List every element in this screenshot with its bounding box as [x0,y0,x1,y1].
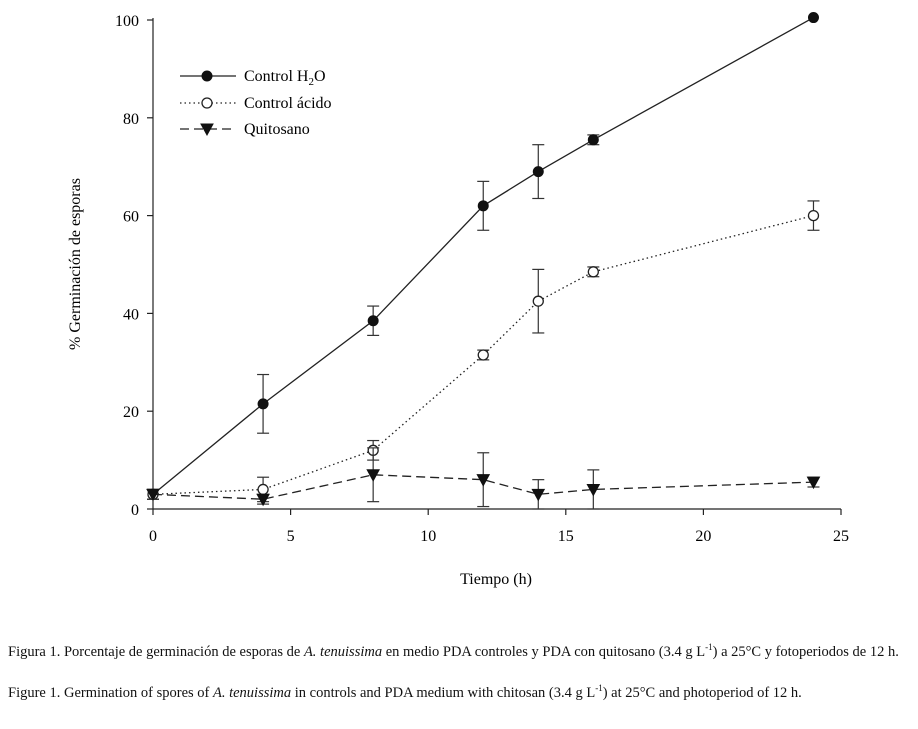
caption-spanish: Figura 1. Porcentaje de germinación de e… [8,642,913,661]
caption-english-exponent: -1 [595,683,603,694]
x-tick-label: 10 [420,528,436,545]
data-point [532,166,544,178]
y-tick-label: 0 [131,502,139,519]
data-point [586,483,601,497]
data-point [476,474,491,487]
data-point [807,209,820,222]
caption-english-label: Figure 1. [8,685,61,701]
legend-label: Quitosano [244,121,310,138]
x-axis-label: Tiempo (h) [460,571,532,588]
series-3 [146,447,821,510]
data-point [257,398,269,410]
caption-spanish-text-2: en medio PDA controles y PDA con quitosa… [382,644,706,660]
legend-label: Control H2O [244,68,326,88]
y-tick-label: 100 [115,13,139,30]
x-tick-label: 5 [287,528,295,545]
data-point [531,488,546,502]
caption-english-text-2: in controls and PDA medium with chitosan… [291,685,596,701]
x-axis-ticks: 0 5 10 15 20 25 [149,509,849,545]
y-axis-ticks: 0 20 40 60 80 100 [115,13,153,519]
y-tick-label: 60 [123,209,139,226]
data-point [256,493,270,507]
data-point [807,12,819,24]
legend-entry-1: Control H2O [180,68,326,88]
x-tick-label: 0 [149,528,157,545]
caption-spanish-label: Figura 1. [8,644,61,660]
y-tick-label: 40 [123,306,139,323]
y-tick-label: 80 [123,111,139,128]
legend-entry-2: Control ácido [180,95,332,112]
axes [152,18,841,510]
data-point [587,134,599,146]
data-point [532,295,544,307]
caption-spanish-text-1: Porcentaje de germinación de esporas de [60,644,304,660]
x-tick-label: 25 [833,528,849,545]
data-point [477,349,489,361]
data-point [367,315,379,327]
caption-spanish-species: A. tenuissima [303,644,383,660]
data-point [587,266,599,278]
legend: Control H2O Control ácido Quitosano [180,68,332,138]
x-tick-label: 20 [695,528,711,545]
caption-spanish-text-3: ) a 25°C y fotoperiodos de 12 h. [712,644,899,660]
data-point [257,483,269,496]
x-tick-label: 15 [558,528,574,545]
y-tick-label: 20 [123,404,139,421]
data-point [806,476,821,490]
series-line [152,16,814,495]
caption-english: Figure 1. Germination of spores of A. te… [8,683,913,702]
series-layer [146,12,821,510]
data-point [146,488,160,502]
data-point [366,469,381,482]
data-point [477,200,489,212]
series-1 [147,12,819,500]
legend-entry-3: Quitosano [180,121,310,138]
legend-marker [201,97,213,109]
caption-spanish-exponent: -1 [705,642,713,653]
y-axis-label: % Germinación de esporas [67,178,84,350]
legend-label: Control ácido [244,95,332,112]
caption-english-species: A. tenuissima [212,685,292,701]
legend-marker [200,123,214,137]
caption-english-text-3: ) at 25°C and photoperiod of 12 h. [602,685,802,701]
caption-english-text-1: Germination of spores of [60,685,213,701]
legend-marker [201,70,213,82]
